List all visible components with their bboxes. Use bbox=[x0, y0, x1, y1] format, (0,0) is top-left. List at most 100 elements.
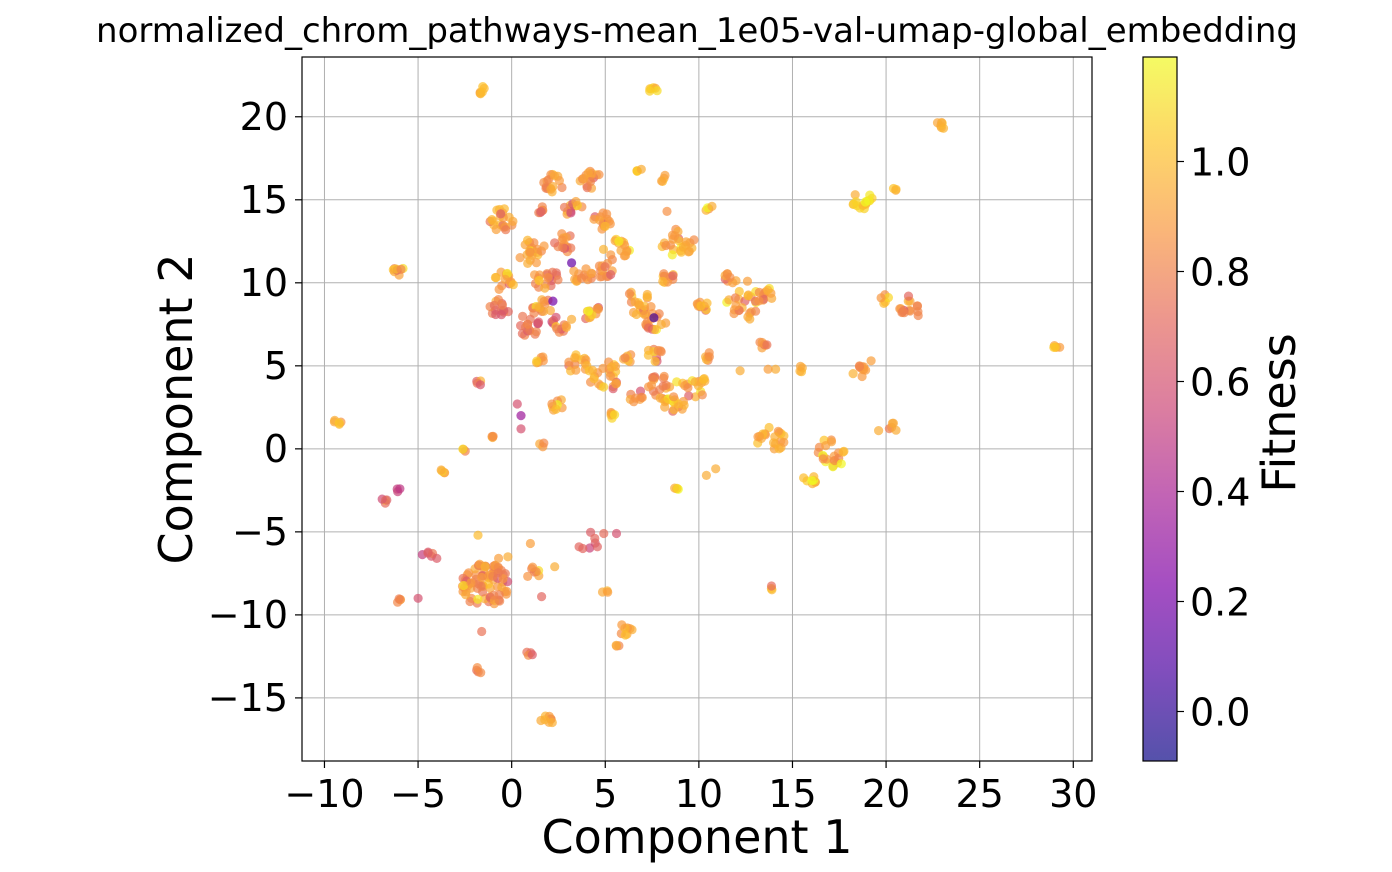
scatter-point bbox=[539, 296, 549, 306]
scatter-point bbox=[629, 397, 639, 407]
x-tick-label: 10 bbox=[675, 772, 723, 816]
scatter-point bbox=[525, 247, 535, 257]
scatter-point bbox=[667, 250, 677, 260]
scatter-point bbox=[523, 319, 533, 329]
scatter-point bbox=[579, 173, 589, 184]
scatter-point bbox=[631, 309, 642, 320]
scatter-point bbox=[611, 640, 621, 650]
scatter-point bbox=[550, 562, 560, 572]
scatter-point bbox=[762, 340, 772, 350]
scatter-point bbox=[698, 374, 709, 384]
scatter-point bbox=[583, 306, 594, 316]
scatter-point bbox=[394, 594, 404, 604]
scatter-point bbox=[652, 86, 662, 96]
scatter-point bbox=[899, 308, 909, 318]
scatter-point bbox=[643, 350, 654, 360]
scatter-point bbox=[689, 235, 699, 245]
scatter-point bbox=[731, 300, 741, 311]
colorbar-gradient bbox=[1143, 57, 1177, 761]
scatter-point bbox=[903, 291, 914, 301]
scatter-point bbox=[553, 275, 563, 285]
chart-title: normalized_chrom_pathways-mean_1e05-val-… bbox=[96, 11, 1298, 51]
y-tick-label: 5 bbox=[264, 344, 288, 388]
colorbar-tick-label: 0.2 bbox=[1190, 581, 1250, 625]
scatter-point bbox=[548, 296, 558, 306]
scatter-point bbox=[576, 273, 587, 283]
scatter-point bbox=[551, 268, 561, 278]
scatter-point bbox=[642, 292, 652, 302]
scatter-point bbox=[848, 369, 858, 379]
x-axis-ticks: −10 −5 0 5 10 15 20 25 30 bbox=[284, 761, 1097, 816]
scatter-point bbox=[865, 190, 875, 200]
scatter-point bbox=[523, 235, 533, 245]
scatter-point bbox=[610, 410, 620, 420]
scatter-point bbox=[534, 303, 545, 313]
scatter-point bbox=[668, 271, 678, 281]
scatter-point bbox=[658, 276, 668, 286]
scatter-point bbox=[539, 438, 549, 448]
scatter-point bbox=[743, 291, 753, 301]
scatter-point bbox=[1050, 342, 1060, 352]
scatter-point bbox=[614, 236, 624, 246]
scatter-point bbox=[755, 431, 765, 441]
scatter-point bbox=[818, 454, 828, 464]
scatter-point bbox=[494, 284, 504, 294]
scatter-point bbox=[874, 426, 884, 436]
scatter-point bbox=[766, 581, 777, 591]
scatter-point bbox=[508, 280, 518, 290]
scatter-point bbox=[649, 313, 659, 323]
scatter-point bbox=[725, 272, 735, 282]
scatter-point bbox=[620, 630, 630, 640]
scatter-point bbox=[396, 264, 406, 274]
scatter-point bbox=[536, 207, 546, 217]
scatter-point bbox=[503, 552, 513, 562]
x-tick-label: 5 bbox=[593, 772, 617, 816]
scatter-point bbox=[494, 553, 504, 564]
scatter-point bbox=[516, 424, 526, 434]
scatter-point bbox=[501, 225, 511, 235]
scatter-point bbox=[534, 275, 544, 286]
scatter-point bbox=[539, 241, 549, 251]
scatter-point bbox=[670, 231, 680, 241]
scatter-point bbox=[551, 312, 561, 322]
scatter-point bbox=[423, 548, 433, 558]
y-tick-label: −5 bbox=[232, 510, 288, 554]
scatter-point bbox=[605, 371, 616, 381]
scatter-point bbox=[938, 123, 949, 133]
scatter-point bbox=[850, 190, 860, 200]
scatter-point bbox=[636, 392, 647, 402]
scatter-point bbox=[617, 620, 627, 630]
scatter-point bbox=[799, 473, 809, 483]
scatter-point bbox=[659, 371, 669, 381]
x-tick-label: 0 bbox=[500, 772, 524, 816]
grid-lines bbox=[302, 57, 1092, 761]
scatter-point bbox=[661, 240, 671, 251]
scatter-point bbox=[465, 596, 475, 607]
scatter-point bbox=[528, 562, 538, 572]
x-axis-label: Component 1 bbox=[542, 810, 853, 864]
scatter-point bbox=[473, 594, 483, 604]
colorbar-ticks: 0.0 0.2 0.4 0.6 0.8 1.0 bbox=[1177, 141, 1250, 735]
scatter-point bbox=[679, 400, 689, 410]
scatter-point bbox=[656, 319, 666, 330]
scatter-point bbox=[479, 83, 489, 93]
scatter-point bbox=[574, 542, 584, 552]
colorbar-tick-label: 1.0 bbox=[1190, 141, 1250, 185]
scatter-point bbox=[891, 184, 901, 194]
scatter-point bbox=[645, 86, 655, 96]
scatter-points bbox=[329, 82, 1065, 728]
scatter-point bbox=[459, 580, 469, 591]
scatter-point bbox=[477, 626, 487, 637]
scatter-point bbox=[669, 405, 679, 415]
scatter-point bbox=[657, 176, 667, 186]
scatter-point bbox=[704, 348, 714, 358]
scatter-point bbox=[600, 262, 610, 272]
scatter-point bbox=[585, 543, 595, 553]
scatter-point bbox=[754, 287, 764, 297]
scatter-point bbox=[696, 301, 706, 311]
scatter-point bbox=[571, 196, 581, 207]
scatter-point bbox=[489, 590, 499, 600]
scatter-point bbox=[646, 302, 656, 312]
scatter-point bbox=[532, 356, 542, 366]
scatter-point bbox=[496, 310, 506, 320]
